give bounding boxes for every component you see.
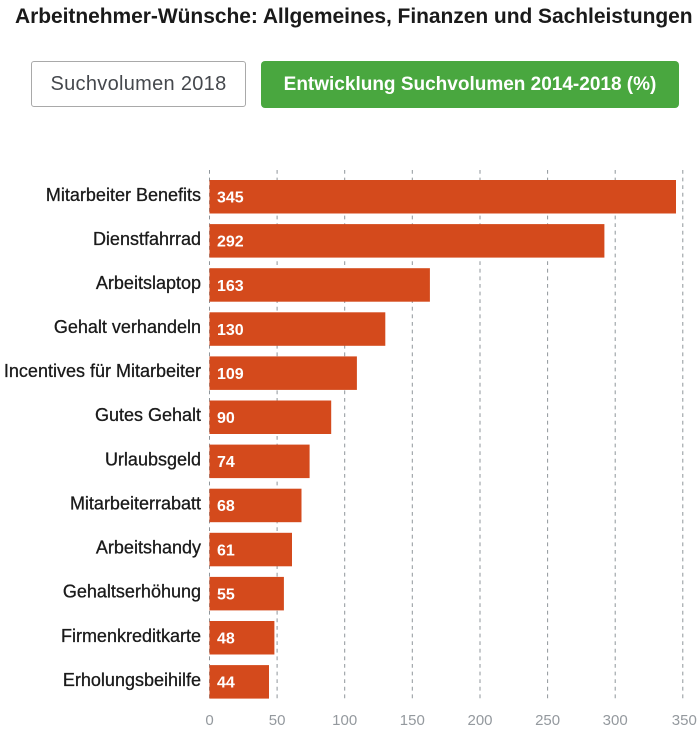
- svg-text:Mitarbeiterrabatt: Mitarbeiterrabatt: [70, 493, 201, 513]
- svg-text:Gehaltserhöhung: Gehaltserhöhung: [63, 582, 201, 602]
- svg-text:250: 250: [535, 712, 560, 729]
- svg-text:350: 350: [672, 712, 697, 729]
- svg-text:Arbeitshandy: Arbeitshandy: [96, 538, 201, 558]
- svg-text:345: 345: [217, 190, 244, 207]
- svg-text:50: 50: [269, 712, 286, 729]
- svg-text:Firmenkreditkarte: Firmenkreditkarte: [61, 626, 201, 646]
- svg-text:0: 0: [205, 712, 213, 729]
- svg-text:200: 200: [467, 712, 492, 729]
- svg-text:130: 130: [217, 322, 244, 339]
- svg-text:Arbeitslaptop: Arbeitslaptop: [96, 273, 201, 293]
- svg-text:68: 68: [217, 498, 235, 515]
- svg-text:163: 163: [217, 278, 244, 295]
- svg-text:44: 44: [217, 675, 235, 692]
- svg-text:Gehalt verhandeln: Gehalt verhandeln: [54, 317, 201, 337]
- svg-text:100: 100: [332, 712, 357, 729]
- svg-text:Mitarbeiter Benefits: Mitarbeiter Benefits: [46, 185, 201, 205]
- svg-text:Gutes Gehalt: Gutes Gehalt: [95, 405, 201, 425]
- svg-text:300: 300: [603, 712, 628, 729]
- svg-text:Erholungsbeihilfe: Erholungsbeihilfe: [63, 670, 201, 690]
- svg-text:Urlaubsgeld: Urlaubsgeld: [105, 449, 201, 469]
- svg-text:Dienstfahrrad: Dienstfahrrad: [93, 229, 201, 249]
- svg-text:Incentives für Mitarbeiter: Incentives für Mitarbeiter: [4, 361, 201, 381]
- svg-text:90: 90: [217, 410, 235, 427]
- svg-text:150: 150: [400, 712, 425, 729]
- svg-text:55: 55: [217, 587, 235, 604]
- svg-text:48: 48: [217, 631, 235, 648]
- svg-text:292: 292: [217, 234, 244, 251]
- svg-text:74: 74: [217, 454, 235, 471]
- svg-text:61: 61: [217, 542, 235, 559]
- svg-text:109: 109: [217, 366, 244, 383]
